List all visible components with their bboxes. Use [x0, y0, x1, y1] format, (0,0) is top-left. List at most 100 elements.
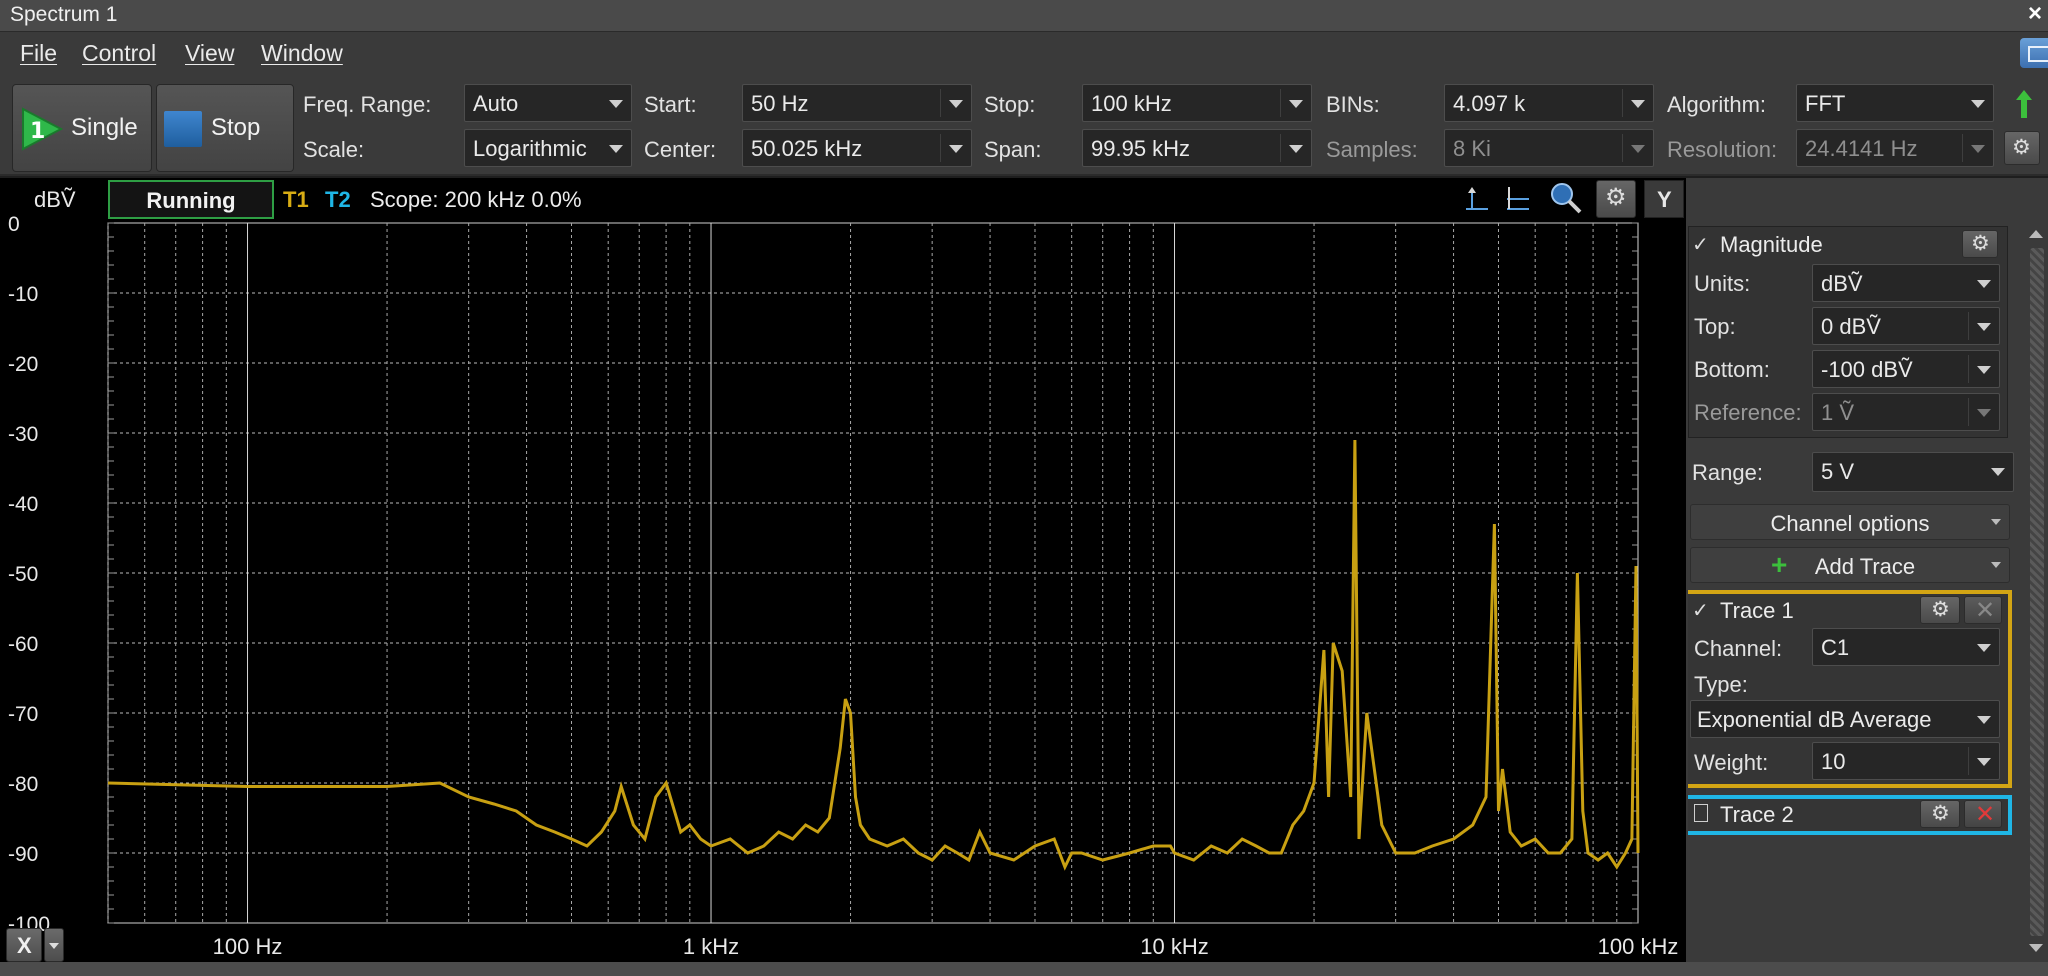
cursor-vertical-icon[interactable] — [1462, 183, 1492, 213]
chevron-down-icon — [1977, 280, 1991, 288]
gear-icon: ⚙ — [2012, 136, 2031, 159]
run-status-badge: Running — [108, 180, 274, 219]
y-tick-label: -40 — [8, 493, 38, 516]
single-label: Single — [71, 114, 138, 141]
trace2-remove-button[interactable]: ✕ — [1964, 800, 2002, 828]
scale-select[interactable]: Logarithmic — [464, 129, 632, 167]
span-input[interactable]: 99.95 kHz — [1082, 129, 1312, 167]
stop-freq-input[interactable]: 100 kHz — [1082, 84, 1312, 122]
top-input[interactable]: 0 dBṼ — [1812, 307, 2000, 345]
plot-settings-button[interactable]: ⚙ — [1596, 180, 1636, 218]
spectrum-chart[interactable]: 0-10-20-30-40-50-60-70-80-90-100 100 Hz 1… — [0, 178, 1686, 962]
dock-window-icon[interactable] — [2020, 38, 2048, 68]
settings-button[interactable]: ⚙ — [2004, 131, 2040, 165]
single-badge: 1 — [30, 119, 45, 144]
type-select[interactable]: Exponential dB Average — [1690, 700, 2000, 738]
center-input[interactable]: 50.025 kHz — [742, 129, 972, 167]
units-label: Units: — [1694, 271, 1751, 296]
add-trace-button[interactable]: + Add Trace — [1690, 547, 2010, 583]
play-icon: 1 — [22, 107, 64, 151]
menu-view[interactable]: View — [185, 40, 235, 66]
algorithm-label: Algorithm: — [1667, 92, 1767, 117]
reference-input: 1 Ṽ — [1812, 393, 2000, 431]
trace1-remove-button: ✕ — [1964, 596, 2002, 624]
window-title: Spectrum 1 — [10, 3, 118, 26]
x-axis-menu-button[interactable] — [44, 928, 64, 962]
chevron-down-icon — [1971, 100, 1985, 108]
trace1-check-icon[interactable]: ✓ — [1692, 600, 1709, 622]
chevron-down-icon — [1977, 366, 1991, 374]
freq-range-select[interactable]: Auto — [464, 84, 632, 122]
trace1-settings-button[interactable]: ⚙ — [1920, 596, 1960, 624]
bins-input[interactable]: 4.097 k — [1444, 84, 1654, 122]
y-tick-label: -90 — [8, 843, 38, 866]
chevron-down-icon — [949, 145, 963, 153]
arrow-up-icon[interactable] — [2014, 88, 2034, 120]
chevron-down-icon — [1631, 100, 1645, 108]
zoom-icon[interactable] — [1549, 181, 1583, 215]
trace1-line — [107, 439, 1640, 871]
x-tick-label: 100 Hz — [213, 934, 283, 959]
stop-label: Stop — [211, 114, 261, 141]
trace2-tag[interactable]: T2 — [325, 187, 351, 212]
gear-icon: ⚙ — [1931, 802, 1950, 825]
trace2-checkbox[interactable] — [1694, 804, 1708, 822]
chevron-down-icon — [1971, 145, 1985, 153]
menu-bar: File Control View Window — [0, 32, 2048, 74]
gear-icon: ⚙ — [1931, 598, 1950, 621]
y-tick-label: -80 — [8, 773, 38, 796]
chevron-down-icon — [1977, 716, 1991, 724]
menu-file[interactable]: File — [20, 40, 58, 66]
y-tick-label: -30 — [8, 423, 38, 446]
resolution-input: 24.4141 Hz — [1796, 129, 1994, 167]
y-tick-label: 0 — [8, 213, 20, 236]
panel-scrollbar[interactable] — [2026, 222, 2048, 962]
scroll-down-icon — [2029, 944, 2043, 952]
units-select[interactable]: dBṼ — [1812, 264, 2000, 302]
top-label: Top: — [1694, 314, 1736, 339]
reference-label: Reference: — [1694, 400, 1802, 425]
trace1-tag[interactable]: T1 — [283, 187, 309, 212]
span-label: Span: — [984, 137, 1042, 162]
bottom-label: Bottom: — [1694, 357, 1770, 382]
single-button[interactable]: 1 Single — [12, 84, 152, 172]
chevron-down-icon — [1977, 409, 1991, 417]
algorithm-select[interactable]: FFT — [1796, 84, 1994, 122]
channel-label: Channel: — [1694, 636, 1783, 661]
bins-label: BINs: — [1326, 92, 1380, 117]
chevron-down-icon — [1289, 145, 1303, 153]
samples-label: Samples: — [1326, 137, 1418, 162]
weight-input[interactable]: 10 — [1812, 742, 2000, 780]
close-icon[interactable]: × — [2027, 0, 2042, 27]
scroll-up-icon — [2029, 230, 2043, 238]
start-input[interactable]: 50 Hz — [742, 84, 972, 122]
chevron-down-icon — [1631, 145, 1645, 153]
center-label: Center: — [644, 137, 717, 162]
chevron-down-icon — [1991, 562, 2001, 568]
cursor-horizontal-icon[interactable] — [1503, 183, 1533, 213]
menu-window[interactable]: Window — [261, 40, 343, 66]
chevron-down-icon — [609, 145, 623, 153]
trace2-settings-button[interactable]: ⚙ — [1920, 800, 1960, 828]
range-select[interactable]: 5 V — [1812, 452, 2014, 492]
chevron-down-icon — [49, 943, 59, 949]
stop-button[interactable]: Stop — [156, 84, 294, 172]
magnitude-settings-button[interactable]: ⚙ — [1962, 230, 1998, 258]
y-tick-label: -70 — [8, 703, 38, 726]
bottom-input[interactable]: -100 dBṼ — [1812, 350, 2000, 388]
weight-label: Weight: — [1694, 750, 1769, 775]
channel-select[interactable]: C1 — [1812, 628, 2000, 666]
x-axis-button[interactable]: X — [6, 928, 42, 962]
menu-control[interactable]: Control — [82, 40, 157, 66]
scale-label: Scale: — [303, 137, 365, 162]
channel-options-button[interactable]: Channel options — [1690, 504, 2010, 540]
samples-input: 8 Ki — [1444, 129, 1654, 167]
y-axis-button[interactable]: Y — [1644, 180, 1684, 218]
magnitude-label: Magnitude — [1720, 232, 1823, 257]
magnitude-check-icon[interactable]: ✓ — [1692, 234, 1709, 256]
chevron-down-icon — [1991, 468, 2005, 476]
resolution-label: Resolution: — [1667, 137, 1778, 162]
chevron-down-icon — [609, 100, 623, 108]
chevron-down-icon — [1991, 519, 2001, 525]
type-label: Type: — [1694, 672, 1748, 697]
